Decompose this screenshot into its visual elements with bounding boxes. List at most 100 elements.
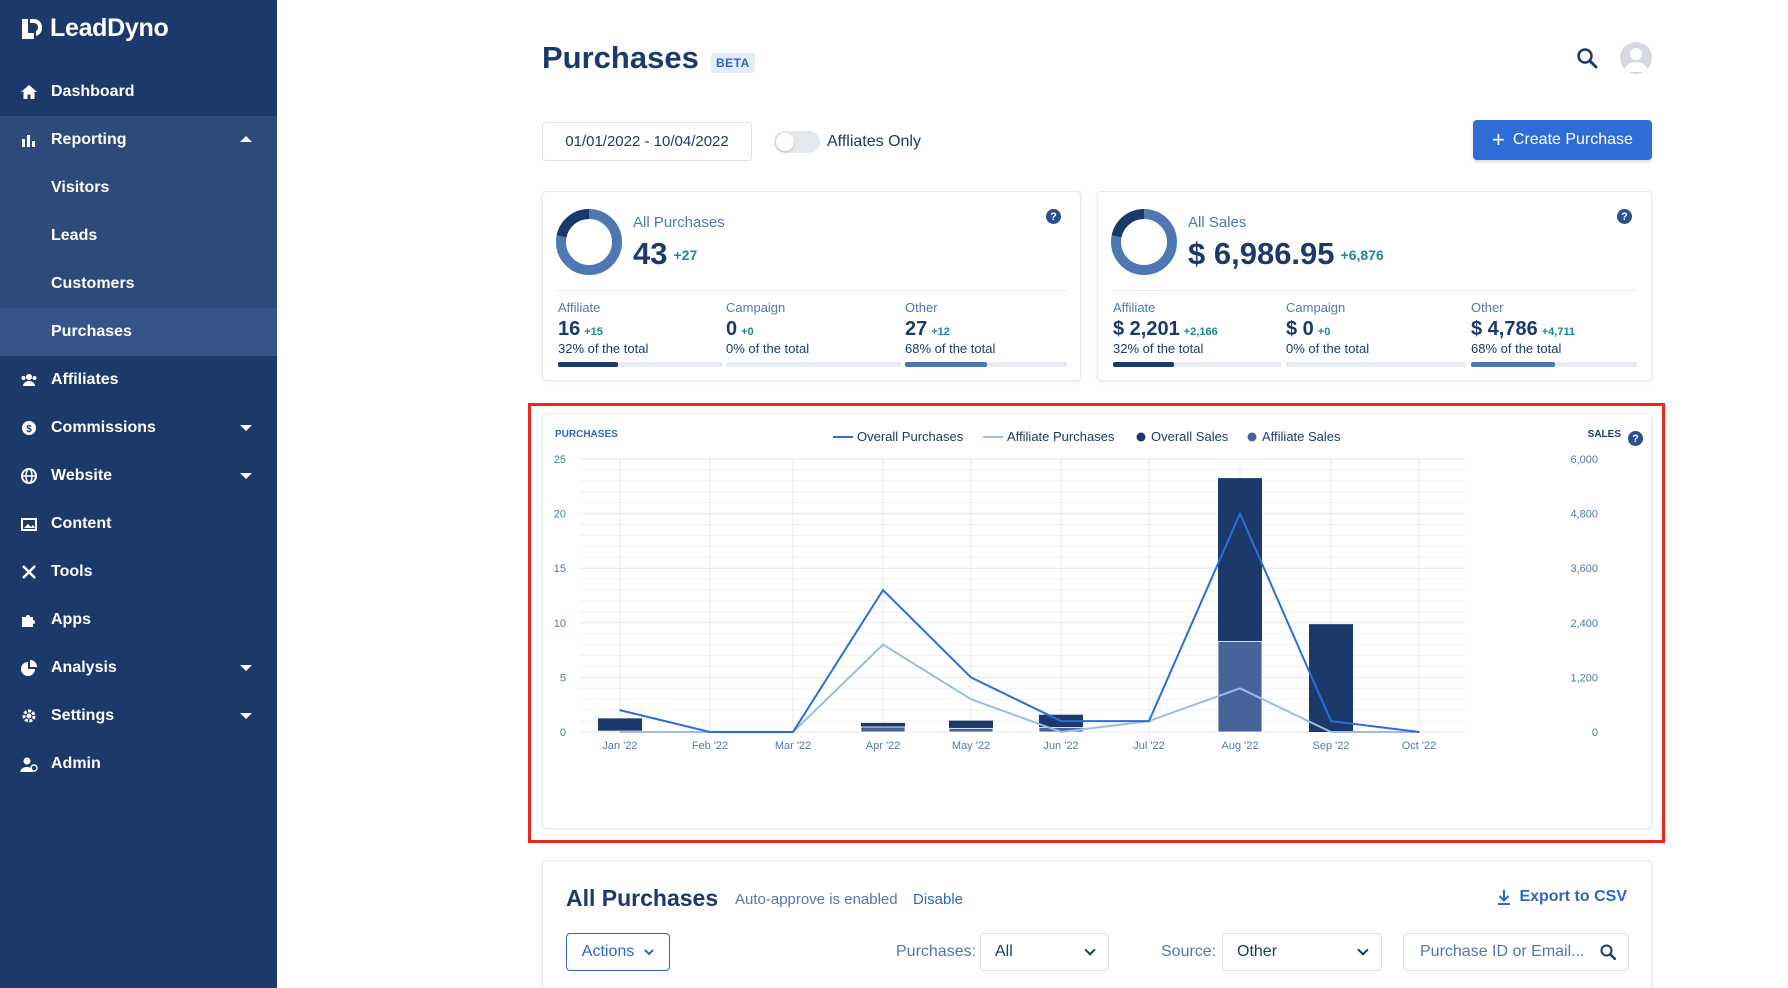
sub-stat-label: Other [905,300,938,315]
sidebar-item-analysis[interactable]: Analysis [0,644,277,692]
all-sales-stat-card: All Sales $ 6,986.95 +6,876 ? Affiliate $… [1097,191,1652,381]
line-overall-purchases-point [970,676,972,679]
beta-badge: BETA [711,53,755,73]
sub-stat-other: Other 27 +12 68% of the total [905,300,995,356]
sales-donut-chart [1111,209,1177,275]
stat-value-number: $ 6,986.95 [1188,236,1335,271]
line-overall-purchases-point [619,709,621,711]
sidebar: LeadDyno Dashboard Reporting Visitors Le… [0,0,277,988]
plus-icon: + [1492,127,1505,152]
sidebar-item-dashboard[interactable]: Dashboard [0,68,277,116]
sidebar-item-apps[interactable]: Apps [0,596,277,644]
help-icon[interactable]: ? [1046,209,1061,224]
sub-stat-affiliate: Affiliate 16 +15 32% of the total [558,300,648,356]
sidebar-item-label: Admin [51,755,101,772]
right-axis-tick-label: 0 [1592,727,1598,739]
x-axis-tick-label: May '22 [952,740,990,752]
user-avatar[interactable] [1620,42,1652,74]
sidebar-item-tools[interactable]: Tools [0,548,277,596]
sidebar-item-label: Customers [51,275,135,292]
sub-stat-percent: 32% of the total [558,341,649,356]
help-icon[interactable]: ? [1617,209,1632,224]
home-icon [20,83,38,101]
date-range-input[interactable]: 01/01/2022 - 10/04/2022 [542,122,752,161]
sidebar-item-leads[interactable]: Leads [0,212,277,260]
search-icon[interactable] [1600,944,1616,960]
chevron-down-icon [240,665,252,671]
disable-auto-approve-link[interactable]: Disable [913,891,964,908]
progress-bar-other [1471,362,1637,367]
actions-dropdown-button[interactable]: Actions [566,933,670,971]
line-affiliate-purchases-point [970,698,972,701]
x-axis-tick-label: Mar '22 [775,740,811,752]
sub-stat-number: $ 4,786 [1471,318,1538,340]
sub-stat-delta: +2,166 [1183,326,1218,338]
stat-delta: +6,876 [1340,247,1384,263]
app-logo[interactable]: LeadDyno [20,14,169,43]
sidebar-item-purchases[interactable]: Purchases [0,308,277,356]
bar-overall-sales [1309,624,1353,732]
chart-help-icon[interactable]: ? [1628,431,1643,446]
sidebar-item-admin[interactable]: Admin [0,740,277,788]
right-axis-tick-label: 2,400 [1570,618,1598,630]
purchase-search-input[interactable]: Purchase ID or Email... [1403,933,1629,971]
sidebar-item-settings[interactable]: Settings [0,692,277,740]
line-overall-purchases-point [1148,720,1150,722]
line-overall-purchases [619,511,1420,733]
users-icon [20,371,38,389]
progress-fill [905,362,987,367]
legend-label: Overall Sales [1151,429,1229,444]
sub-stat-delta: +15 [584,326,603,338]
right-axis-tick-label: 4,800 [1570,509,1598,521]
bar-overall-sales [598,718,642,732]
progress-fill [558,362,619,367]
line-overall-purchases-point [792,731,794,733]
left-axis-tick-label: 5 [560,672,566,684]
source-filter-select[interactable]: Other [1222,933,1382,971]
export-csv-button[interactable]: Export to CSV [1497,888,1627,906]
sub-stat-delta: +0 [1317,326,1331,338]
donut-affiliate-segment [556,209,590,238]
sidebar-item-affiliates[interactable]: Affiliates [0,356,277,404]
sidebar-item-commissions[interactable]: $ Commissions [0,404,277,452]
sub-stat-label: Affiliate [1113,300,1156,315]
left-axis-title: PURCHASES [555,429,618,440]
donut-affiliate-segment [1111,209,1145,238]
line-affiliate-purchases-point [619,731,621,733]
sidebar-item-website[interactable]: Website [0,452,277,500]
sub-stat-delta: +0 [741,326,754,338]
all-purchases-stat-card: All Purchases 43 +27 ? Affiliate 16 +15 32… [542,191,1081,381]
download-icon [1498,890,1511,905]
search-icon[interactable] [1576,47,1598,69]
sidebar-item-label: Tools [51,563,93,580]
sub-stat-label: Affiliate [558,300,601,315]
x-axis-tick-label: Aug '22 [1222,740,1259,752]
bar-affiliate-sales [1217,641,1263,733]
app-name: LeadDyno [50,14,169,42]
right-axis-tick-label: 3,600 [1570,563,1598,575]
sidebar-item-label: Website [51,467,113,484]
purchases-filter-select[interactable]: All [980,933,1109,971]
all-purchases-panel: All Purchases Auto-approve is enabled Di… [542,860,1652,988]
sidebar-item-content[interactable]: Content [0,500,277,548]
progress-bar-affiliate [1113,362,1281,367]
line-overall-purchases-point [1060,720,1062,722]
progress-bar-campaign [1286,362,1466,367]
line-overall-purchases-point [1239,512,1241,515]
sub-stat-label: Campaign [726,300,786,315]
right-axis-tick-label: 6,000 [1570,454,1598,466]
sidebar-item-reporting[interactable]: Reporting [0,116,277,164]
purchases-filter-value: All [995,943,1013,960]
page-title: Purchases [542,40,699,75]
affiliates-only-toggle[interactable] [774,131,820,153]
sub-stat-percent: 68% of the total [905,341,996,356]
sidebar-item-label: Leads [51,227,98,244]
create-purchase-button[interactable]: + Create Purchase [1473,120,1652,160]
actions-label: Actions [581,943,635,960]
line-affiliate-purchases-point [882,643,884,646]
sidebar-item-visitors[interactable]: Visitors [0,164,277,212]
sub-stat-value: 0 +0 [726,318,809,341]
left-axis-tick-label: 0 [560,727,566,739]
stat-label: All Purchases [633,214,725,231]
sidebar-item-customers[interactable]: Customers [0,260,277,308]
